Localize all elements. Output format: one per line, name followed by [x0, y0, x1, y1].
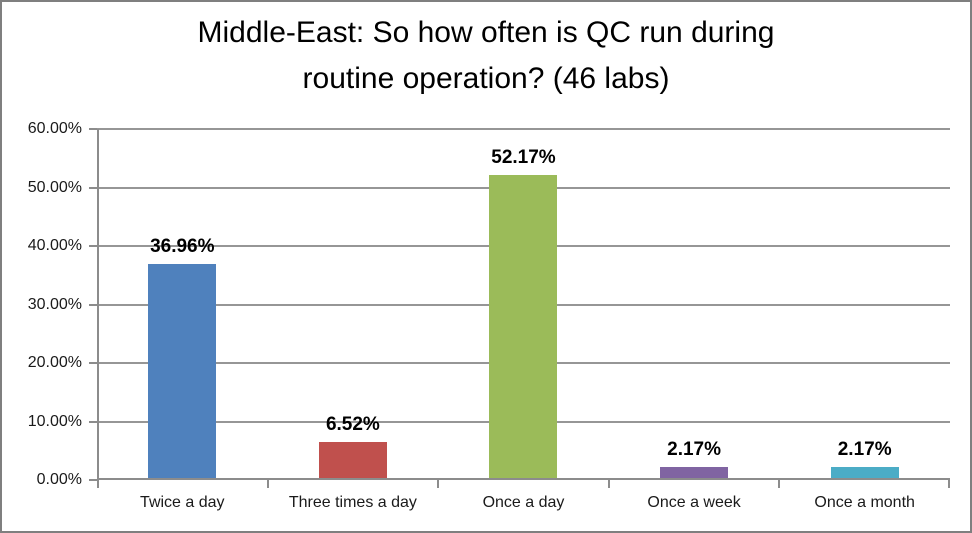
x-tick-label-once-a-week: Once a week — [647, 494, 741, 511]
x-tick-mark-3 — [607, 480, 610, 488]
y-tick-label-60: 60.00% — [27, 120, 82, 137]
x-tick-mark-2 — [437, 480, 440, 488]
y-tick-mark-0 — [89, 479, 97, 481]
x-tick-label-once-a-day: Once a day — [482, 494, 565, 511]
y-tick-label-50: 50.00% — [27, 178, 82, 196]
bar-once-a-month — [830, 467, 899, 480]
y-tick-mark-20 — [89, 362, 97, 365]
bar-slot-once-a-month: 2.17% — [779, 129, 950, 480]
bar-three-times-a-day — [318, 441, 387, 480]
bar-value-label-once-a-week: 2.17% — [667, 439, 722, 461]
bar-value-label-once-a-month: 2.17% — [837, 439, 892, 461]
bar-once-a-week — [660, 467, 729, 480]
x-tick-label-twice-a-day: Twice a day — [140, 494, 225, 511]
y-tick-label-40: 40.00% — [27, 237, 82, 255]
bar-value-label-once-a-day: 52.17% — [491, 146, 556, 168]
gridline-60 — [97, 128, 950, 130]
bar-twice-a-day — [148, 263, 217, 480]
y-tick-label-30: 30.00% — [27, 295, 82, 313]
x-tick-label-three-times-a-day: Three times a day — [288, 494, 417, 511]
x-axis-labels: Twice a day Three times a day Once a day On… — [97, 493, 950, 513]
x-tick-mark-4 — [778, 480, 781, 488]
bar-once-a-day — [489, 174, 558, 480]
y-tick-mark-40 — [89, 245, 97, 248]
y-tick-mark-50 — [89, 186, 97, 189]
y-tick-label-20: 20.00% — [27, 354, 82, 372]
chart-title-line-1: Middle-East: So how often is QC run duri… — [197, 16, 775, 49]
bar-value-label-three-times-a-day: 6.52% — [325, 413, 380, 435]
bar-slot-once-a-day: 52.17% — [438, 129, 609, 480]
x-tick-mark-1 — [266, 480, 269, 488]
bar-series: 36.96% 6.52% 52.17% 2.17% 2.17% — [97, 129, 950, 480]
y-tick-mark-10 — [89, 420, 97, 423]
y-axis-labels: 0.00% 10.00% 20.00% 30.00% 40.00% 50.00% 60.00… — [2, 120, 82, 488]
y-tick-label-0: 0.00% — [36, 471, 82, 488]
y-axis-line — [97, 129, 99, 488]
x-tick-label-once-a-month: Once a month — [814, 494, 915, 511]
x-tick-mark-0 — [97, 480, 99, 488]
chart-title: Middle-East: So how often is QC run duri… — [2, 10, 970, 102]
chart-title-line-2: routine operation? (46 labs) — [302, 62, 670, 95]
bar-slot-three-times-a-day: 6.52% — [268, 129, 439, 480]
bar-slot-once-a-week: 2.17% — [609, 129, 780, 480]
y-tick-mark-60 — [89, 128, 97, 130]
x-tick-mark-5 — [948, 480, 950, 488]
x-axis-line — [97, 478, 950, 480]
bar-slot-twice-a-day: 36.96% — [97, 129, 268, 480]
y-tick-mark-30 — [89, 303, 97, 306]
plot-area: 36.96% 6.52% 52.17% 2.17% 2.17% — [89, 128, 950, 488]
y-tick-label-10: 10.00% — [27, 412, 82, 430]
bar-value-label-twice-a-day: 36.96% — [150, 235, 215, 257]
